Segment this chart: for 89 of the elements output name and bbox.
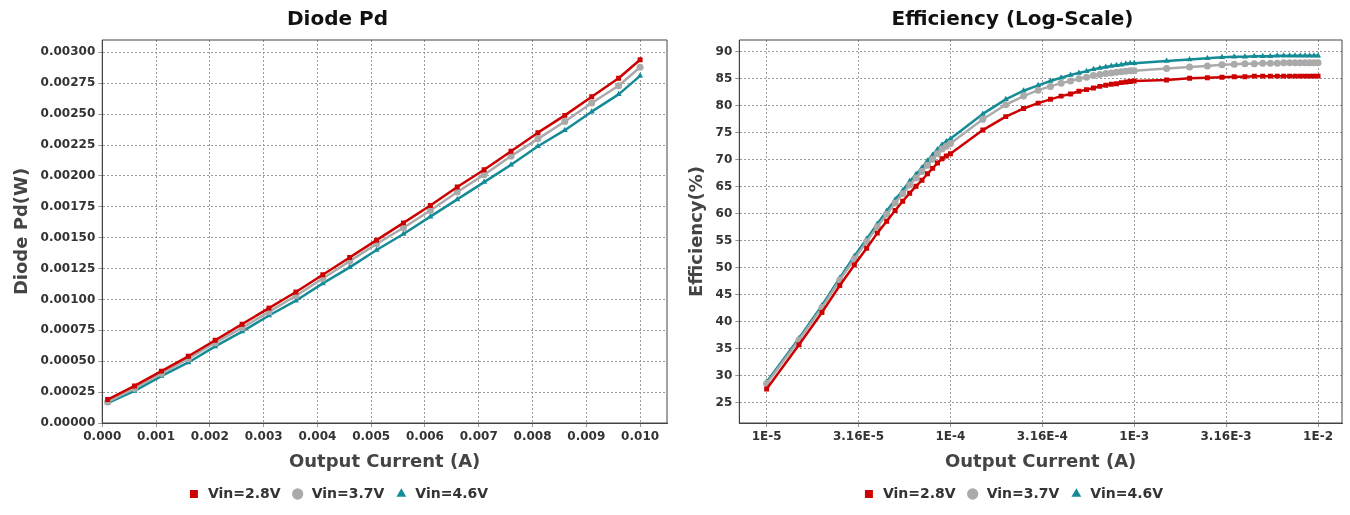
legend-label: Vin=4.6V xyxy=(1090,484,1164,501)
x-tick-label: 1E-3 xyxy=(1119,429,1150,444)
point xyxy=(534,142,541,148)
x-tick-label: 0.005 xyxy=(352,429,391,444)
y-tick-label: 85 xyxy=(715,70,733,85)
y-tick-label: 0.00125 xyxy=(40,260,96,275)
y-tick-label: 25 xyxy=(715,394,733,409)
y-tick-label: 65 xyxy=(715,178,733,193)
x-tick-label: 0.010 xyxy=(621,429,660,444)
point xyxy=(239,321,245,327)
x-tick-label: 1E-2 xyxy=(1303,429,1333,444)
point xyxy=(374,237,380,243)
point xyxy=(400,220,406,226)
point xyxy=(426,207,434,214)
y-tick-label: 0.00100 xyxy=(40,291,96,306)
legend-label: Vin=3.7V xyxy=(986,484,1060,501)
x-tick-label: 0.006 xyxy=(405,429,444,444)
x-tick-label: 3.16E-5 xyxy=(832,429,885,444)
y-tick-label: 0.00175 xyxy=(40,198,96,213)
point xyxy=(212,337,218,343)
y-tick-label: 0.00275 xyxy=(40,75,96,90)
x-tick-label: 0.000 xyxy=(83,429,122,444)
x-tick-label: 0.007 xyxy=(459,429,498,444)
y-tick-label: 90 xyxy=(715,43,733,58)
y-axis-title: Efficiency(%) xyxy=(685,165,707,298)
point xyxy=(480,171,488,179)
y-tick-label: 50 xyxy=(715,259,733,274)
x-tick-label: 1E-5 xyxy=(751,429,782,444)
y-tick-label: 0.00150 xyxy=(40,229,96,244)
x-tick-label: 0.002 xyxy=(190,429,229,444)
point xyxy=(588,99,596,107)
point xyxy=(637,57,643,63)
point xyxy=(293,289,299,295)
y-tick-label: 80 xyxy=(715,97,733,112)
point xyxy=(589,94,595,100)
y-tick-label: 0.00050 xyxy=(40,353,96,368)
x-tick-label: 0.003 xyxy=(244,429,283,444)
point xyxy=(561,118,569,126)
x-tick-label: 0.009 xyxy=(567,429,606,444)
y-tick-label: 60 xyxy=(715,205,733,220)
point xyxy=(400,230,407,236)
legend-label: Vin=3.7V xyxy=(311,484,385,501)
point xyxy=(347,254,353,260)
point xyxy=(158,368,164,374)
point xyxy=(637,72,644,78)
y-tick-label: 0.00075 xyxy=(40,322,96,337)
x-tick-label: 0.008 xyxy=(513,429,552,444)
y-tick-label: 70 xyxy=(715,151,733,166)
point xyxy=(185,353,191,359)
chart-title: Efficiency (Log-Scale) xyxy=(891,6,1134,31)
point xyxy=(373,246,380,252)
y-tick-label: 0.00025 xyxy=(40,384,96,399)
point xyxy=(636,63,644,71)
y-tick-label: 40 xyxy=(715,313,733,328)
point xyxy=(320,272,326,278)
point xyxy=(561,126,568,132)
point xyxy=(481,178,488,184)
point xyxy=(481,167,487,173)
x-tick-label: 0.001 xyxy=(137,429,176,444)
x-tick-label: 0.004 xyxy=(298,429,337,444)
point xyxy=(562,112,568,118)
point xyxy=(427,203,433,209)
point xyxy=(535,130,541,136)
y-tick-label: 45 xyxy=(715,286,733,301)
x-axis-title: Output Current (A) xyxy=(944,449,1137,471)
y-tick-label: 0.00000 xyxy=(40,415,96,430)
y-tick-label: 35 xyxy=(715,340,733,355)
legend-label: Vin=2.8V xyxy=(207,484,281,501)
y-tick-label: 55 xyxy=(715,232,733,247)
point xyxy=(507,161,515,167)
x-axis-title: Output Current (A) xyxy=(288,449,481,471)
x-tick-label: 3.16E-3 xyxy=(1200,429,1252,444)
point xyxy=(454,195,461,202)
point xyxy=(616,75,622,81)
legend-label: Vin=4.6V xyxy=(415,484,489,501)
y-tick-label: 30 xyxy=(715,367,733,382)
chart-title: Diode Pd xyxy=(286,6,389,31)
y-tick-label: 75 xyxy=(715,124,733,139)
point xyxy=(615,82,623,90)
point xyxy=(615,90,622,97)
y-tick-label: 0.00225 xyxy=(40,137,96,152)
y-tick-label: 0.00250 xyxy=(40,106,96,121)
point xyxy=(534,135,542,143)
y-axis-title: Diode Pd(W) xyxy=(10,167,32,296)
y-tick-label: 0.00300 xyxy=(40,44,96,59)
x-tick-label: 1E-4 xyxy=(935,429,966,444)
y-tick-label: 0.00200 xyxy=(40,168,96,183)
legend-label: Vin=2.8V xyxy=(882,484,956,501)
x-tick-label: 3.16E-4 xyxy=(1016,429,1068,444)
